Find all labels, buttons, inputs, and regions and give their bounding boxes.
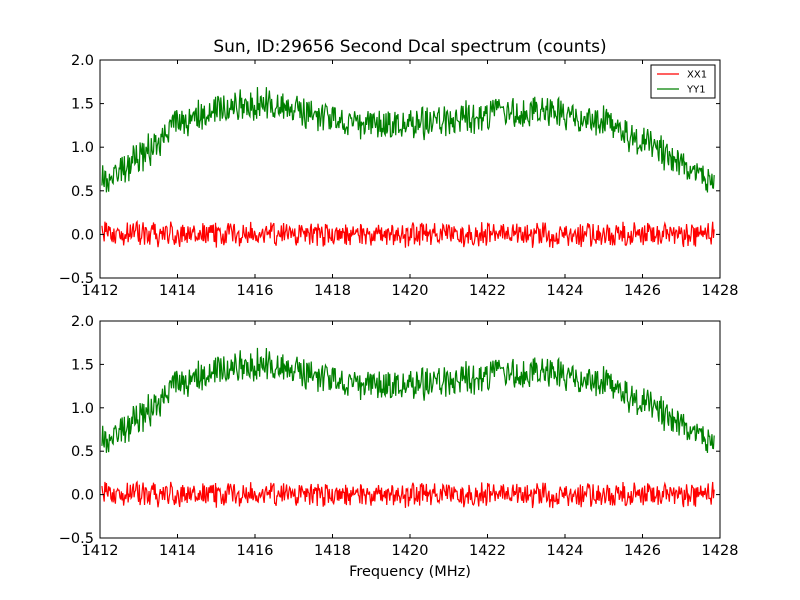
series-line-yy1 [101, 87, 715, 193]
x-tick-label: 1426 [624, 543, 661, 559]
legend-label-yy1: YY1 [686, 85, 706, 96]
x-tick-label: 1412 [82, 543, 119, 559]
x-tick-label: 1414 [159, 543, 196, 559]
x-tick-label: 1428 [702, 543, 739, 559]
x-tick-label: 1416 [237, 543, 274, 559]
x-tick-label: 1420 [392, 283, 429, 299]
x-tick-label: 1418 [314, 543, 351, 559]
y-tick-label: 1.0 [71, 140, 94, 156]
y-tick-label: 0.0 [71, 227, 94, 243]
x-tick-label: 1426 [624, 283, 661, 299]
y-tick-label: 2.0 [71, 314, 94, 330]
bottom-panel: 1412 1414 1416 1418 1420 1422 1424 1426 1428 −0.5… [59, 314, 739, 580]
series-line-yy1 [101, 347, 715, 453]
x-tick-label: 1422 [469, 283, 506, 299]
y-tick-label: 2.0 [71, 53, 94, 69]
series-line-xx1 [101, 219, 715, 248]
x-tick-label: 1422 [469, 543, 506, 559]
series-group [101, 87, 715, 248]
y-tick-label: 1.5 [71, 357, 94, 373]
x-tick-label: 1428 [702, 283, 739, 299]
x-tick-label: 1418 [314, 283, 351, 299]
x-tick-label: 1420 [392, 543, 429, 559]
y-tick-label: 1.5 [71, 97, 94, 113]
series-group [101, 347, 715, 509]
y-tick-label: −0.5 [59, 271, 94, 287]
legend-box [650, 64, 716, 99]
legend-label-xx1: XX1 [687, 70, 707, 81]
x-tick-label: 1424 [547, 543, 584, 559]
x-axis-label: Frequency (MHz) [349, 564, 471, 580]
x-tick-label: 1414 [159, 283, 196, 299]
top-panel: 1412 1414 1416 1418 1420 1422 1424 1426 1428 −0.5… [59, 53, 739, 299]
y-tick-label: 0.5 [71, 444, 94, 460]
x-tick-label: 1412 [82, 283, 119, 299]
y-tick-label: −0.5 [59, 531, 94, 547]
x-tick-label: 1416 [237, 283, 274, 299]
figure-title: Sun, ID:29656 Second Dcal spectrum (coun… [213, 37, 606, 57]
y-tick-label: 1.0 [71, 401, 94, 417]
y-tick-label: 0.0 [71, 488, 94, 504]
x-tick-label: 1424 [547, 283, 584, 299]
y-tick-label: 0.5 [71, 184, 94, 200]
series-line-xx1 [101, 480, 715, 509]
